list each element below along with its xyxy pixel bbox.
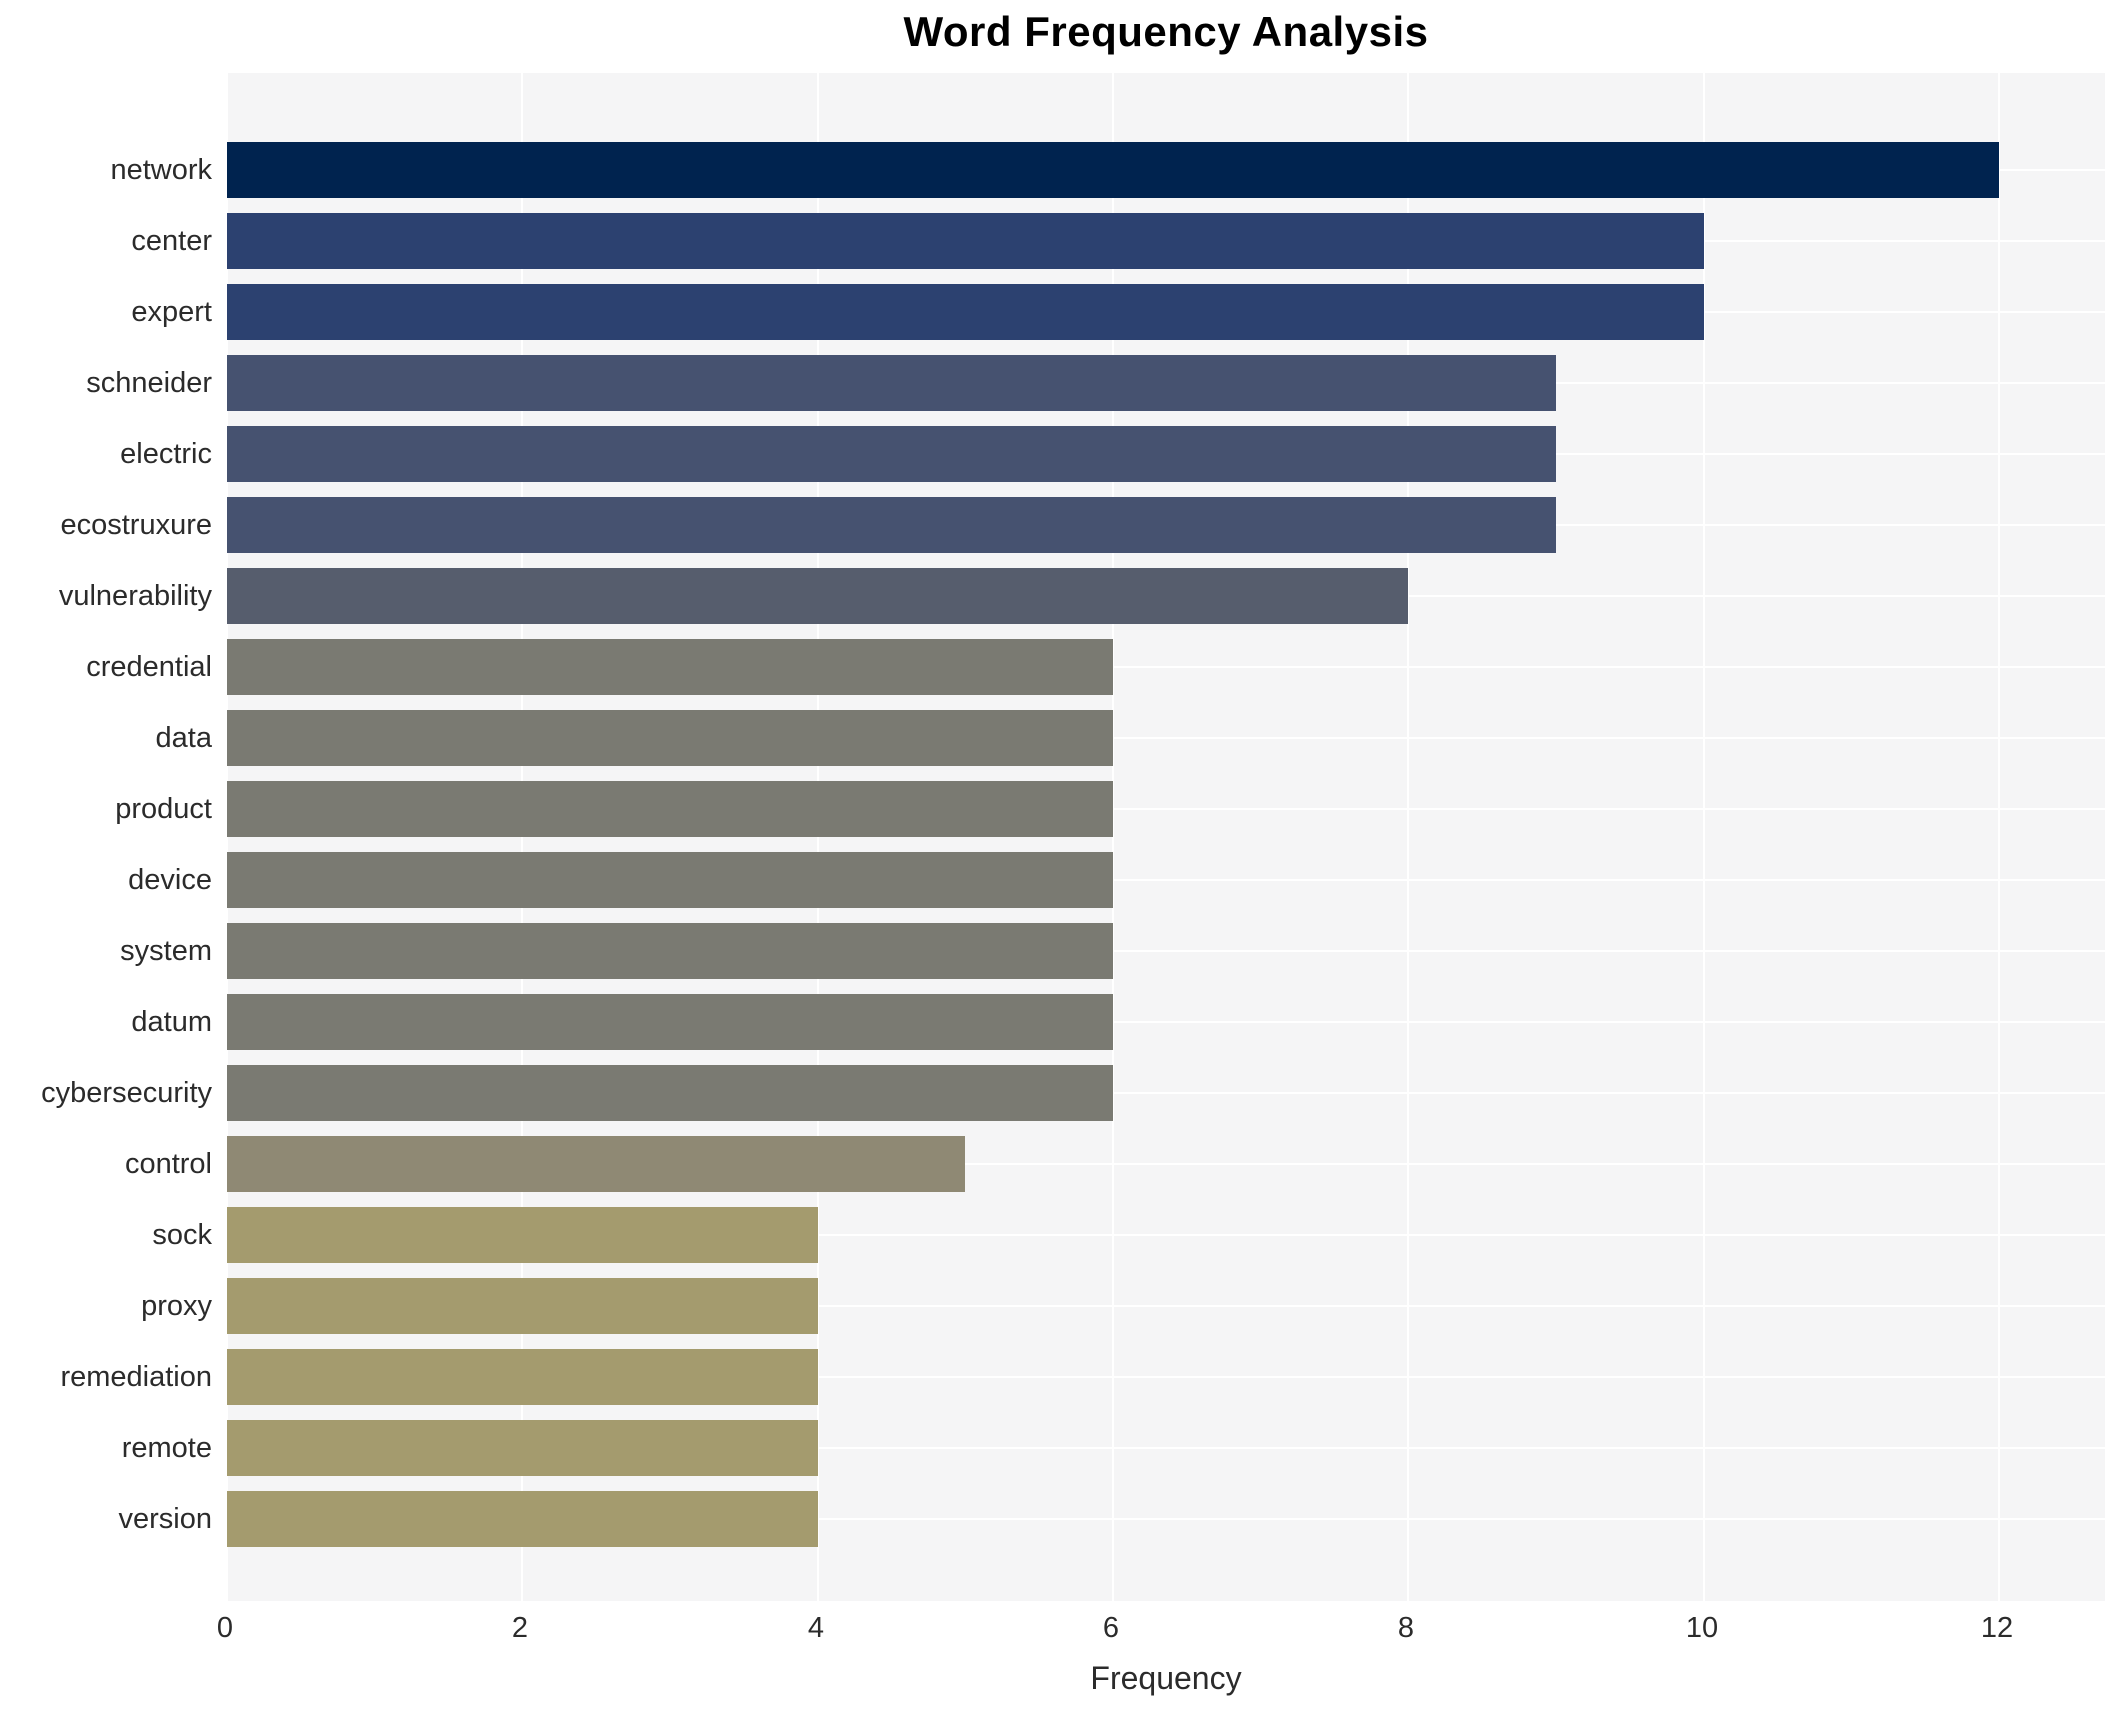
bar-data [227, 709, 1113, 766]
y-tick-label: product [115, 792, 212, 825]
y-tick-label: datum [131, 1005, 212, 1038]
bar-sock [227, 1206, 818, 1263]
y-tick-label: remediation [60, 1360, 212, 1393]
y-tick-label: proxy [141, 1289, 212, 1322]
bar-proxy [227, 1277, 818, 1334]
y-tick-label: ecostruxure [60, 508, 212, 541]
bar-product [227, 780, 1113, 837]
x-axis-tick-labels: 0 2 4 6 8 10 12 [0, 1612, 2105, 1652]
chart-title: Word Frequency Analysis [903, 8, 1429, 55]
vertical-gridline [817, 73, 819, 1601]
vertical-gridline [226, 73, 228, 1601]
bar-system [227, 922, 1113, 979]
bar-ecostruxure [227, 496, 1556, 553]
plot-area [226, 73, 2105, 1601]
bar-electric [227, 425, 1556, 482]
x-tick-label: 4 [807, 1612, 825, 1644]
y-axis-labels: network center expert schneider electric ecos… [0, 73, 212, 1601]
x-tick-label: 10 [1685, 1612, 1719, 1644]
y-tick-label: device [128, 863, 212, 896]
y-tick-label: data [155, 721, 212, 754]
y-tick-label: remote [121, 1431, 212, 1464]
horizontal-gridline [227, 1518, 2105, 1520]
x-tick-label: 8 [1397, 1612, 1415, 1644]
bar-control [227, 1135, 965, 1192]
horizontal-gridline [227, 808, 2105, 810]
vertical-gridline [1998, 73, 2000, 1601]
y-tick-label: system [120, 934, 212, 967]
x-tick-label: 2 [511, 1612, 529, 1644]
bar-version [227, 1490, 818, 1547]
vertical-gridline [1407, 73, 1409, 1601]
horizontal-gridline [227, 1305, 2105, 1307]
horizontal-gridline [227, 666, 2105, 668]
vertical-gridline [1112, 73, 1114, 1601]
bar-expert [227, 283, 1704, 340]
bar-center [227, 212, 1704, 269]
horizontal-gridline [227, 1376, 2105, 1378]
vertical-gridline [1703, 73, 1705, 1601]
horizontal-gridline [227, 1021, 2105, 1023]
x-tick-label: 6 [1102, 1612, 1120, 1644]
bar-credential [227, 638, 1113, 695]
bar-datum [227, 993, 1113, 1050]
y-tick-label: sock [152, 1218, 212, 1251]
horizontal-gridline [227, 1447, 2105, 1449]
bar-schneider [227, 354, 1556, 411]
bar-cybersecurity [227, 1064, 1113, 1121]
y-tick-label: schneider [86, 366, 212, 399]
horizontal-gridline [227, 879, 2105, 881]
horizontal-gridline [227, 1163, 2105, 1165]
bar-remediation [227, 1348, 818, 1405]
horizontal-gridline [227, 950, 2105, 952]
y-tick-label: electric [120, 437, 212, 470]
y-tick-label: center [131, 224, 212, 257]
x-axis-title: Frequency [1090, 1660, 1242, 1696]
y-tick-label: credential [86, 650, 212, 683]
horizontal-gridline [227, 1092, 2105, 1094]
x-tick-label: 12 [1980, 1612, 2014, 1644]
horizontal-gridline [227, 1234, 2105, 1236]
y-tick-label: network [110, 153, 212, 186]
y-tick-label: expert [131, 295, 212, 328]
y-tick-label: control [124, 1147, 212, 1180]
horizontal-gridline [227, 737, 2105, 739]
bar-network [227, 141, 1999, 198]
bar-remote [227, 1419, 818, 1476]
y-tick-label: vulnerability [58, 579, 212, 612]
vertical-gridline [521, 73, 523, 1601]
bar-vulnerability [227, 567, 1408, 624]
y-tick-label: cybersecurity [41, 1076, 212, 1109]
x-tick-label: 0 [216, 1612, 234, 1644]
y-tick-label: version [118, 1502, 213, 1535]
bar-device [227, 851, 1113, 908]
